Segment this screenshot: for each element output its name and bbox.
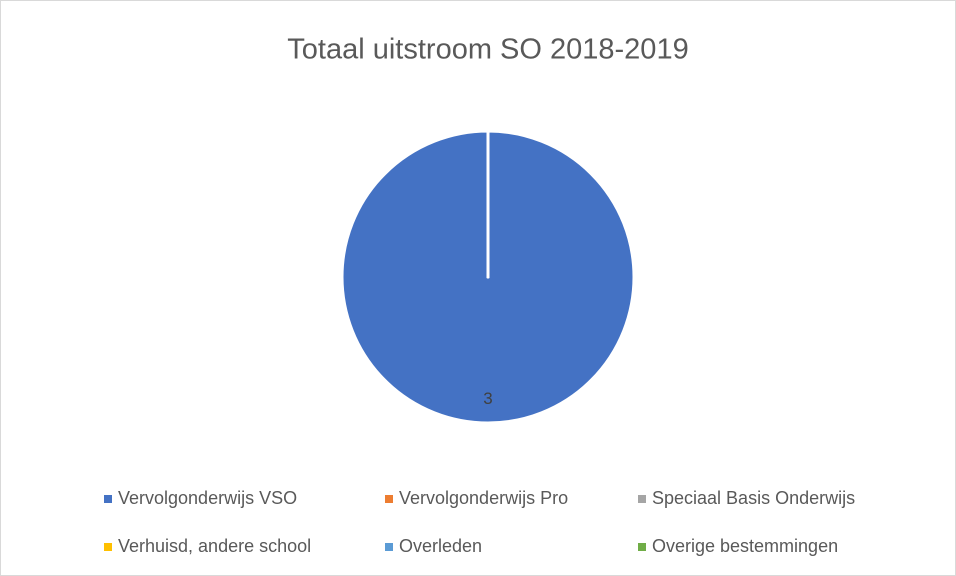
data-label: 3 [483, 389, 492, 408]
legend-marker [385, 495, 393, 503]
legend-label: Overleden [399, 536, 482, 556]
legend-marker [385, 543, 393, 551]
legend-label: Speciaal Basis Onderwijs [652, 488, 855, 508]
legend-label: Verhuisd, andere school [118, 536, 311, 556]
legend-marker [104, 543, 112, 551]
legend-marker [638, 543, 646, 551]
legend-marker [104, 495, 112, 503]
legend-label: Overige bestemmingen [652, 536, 838, 556]
legend-marker [638, 495, 646, 503]
legend-label: Vervolgonderwijs Pro [399, 488, 568, 508]
chart-title: Totaal uitstroom SO 2018-2019 [287, 34, 688, 66]
legend-label: Vervolgonderwijs VSO [118, 488, 297, 508]
